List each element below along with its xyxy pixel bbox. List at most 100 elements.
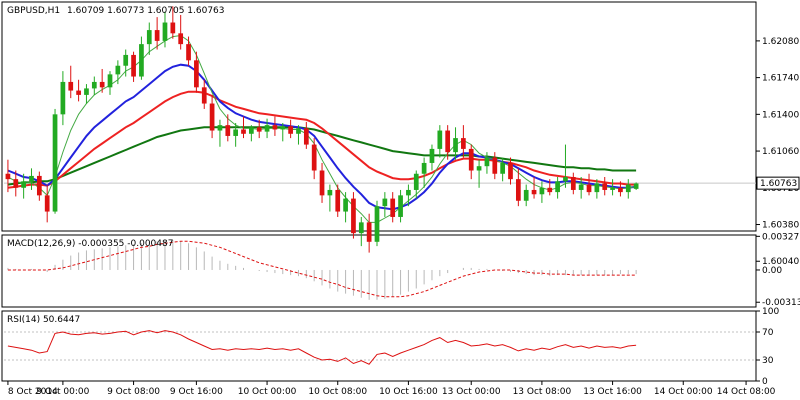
- candle-body: [233, 129, 239, 136]
- candle-body: [60, 81, 66, 115]
- candle-body: [162, 22, 168, 41]
- candle-body: [515, 179, 521, 201]
- candle-body: [217, 125, 223, 131]
- candle-body: [303, 128, 309, 145]
- candle-body: [288, 126, 293, 134]
- x-tick-label: 13 Oct 16:00: [583, 387, 642, 397]
- candle-body: [570, 176, 576, 190]
- candle-body: [335, 189, 341, 212]
- candle-body: [633, 183, 639, 189]
- ma-slow-line: [7, 90, 637, 189]
- candle-body: [131, 54, 136, 77]
- candle-body: [21, 181, 26, 188]
- candle-body: [429, 148, 435, 163]
- price-layer: [4, 6, 756, 253]
- candle-body: [594, 183, 600, 193]
- macd-layer: [7, 240, 637, 300]
- x-tick-label: 9 Oct 00:00: [36, 387, 89, 397]
- candle-body: [413, 173, 419, 190]
- macd-y-tick-label: -0.003137: [762, 298, 800, 308]
- candle-body: [99, 81, 105, 88]
- rsi-line: [7, 330, 637, 365]
- price-y-tick-label: 1.60380: [762, 221, 799, 231]
- candle-body: [249, 127, 254, 134]
- candle-body: [358, 222, 364, 234]
- x-tick-label: 8 Oct 2014: [8, 387, 58, 397]
- candle-body: [625, 184, 631, 193]
- candle-body: [209, 103, 215, 131]
- candle-body: [194, 60, 199, 88]
- candle-body: [578, 184, 584, 190]
- macd-y-tick-label: 0.00: [762, 266, 782, 276]
- candle-body: [437, 130, 443, 149]
- candle-body: [508, 162, 513, 180]
- candle-body: [107, 74, 113, 88]
- x-tick-label: 10 Oct 00:00: [238, 387, 297, 397]
- candle-body: [272, 125, 278, 130]
- rsi-panel-label: RSI(14) 50.6447: [7, 315, 80, 325]
- candle-body: [154, 30, 160, 41]
- candle-body: [398, 195, 403, 217]
- candle-body: [319, 170, 325, 196]
- candle-body: [382, 198, 388, 207]
- x-tick-label: 13 Oct 08:00: [513, 387, 572, 397]
- candle-body: [406, 189, 411, 196]
- candle-body: [547, 187, 553, 193]
- candle-body: [225, 125, 231, 136]
- candle-body: [461, 138, 466, 149]
- candle-body: [76, 90, 81, 95]
- candle-body: [264, 125, 270, 132]
- candle-body: [610, 187, 615, 190]
- candle-body: [366, 222, 372, 242]
- rsi-layer: [4, 330, 756, 365]
- candle-body: [68, 81, 74, 91]
- x-tick-label: 14 Oct 08:00: [717, 387, 776, 397]
- candle-body: [563, 176, 568, 182]
- price-y-tick-label: 1.62080: [762, 37, 799, 47]
- candle-body: [484, 157, 490, 167]
- ma-fast-line: [7, 34, 637, 223]
- candle-body: [523, 189, 529, 201]
- macd-y-tick-label: 0.003271: [762, 232, 800, 242]
- price-y-tick-label: 1.61740: [762, 74, 799, 84]
- candle-body: [555, 181, 560, 193]
- candle-body: [390, 198, 396, 217]
- x-tick-label: 14 Oct 00:00: [654, 387, 713, 397]
- price-y-tick-label: 1.61400: [762, 110, 799, 120]
- candle-body: [602, 183, 608, 190]
- x-tick-label: 10 Oct 08:00: [308, 387, 367, 397]
- candle-body: [586, 184, 592, 193]
- candle-body: [476, 166, 482, 171]
- candle-body: [84, 88, 89, 95]
- candle-body: [343, 198, 348, 212]
- rsi-y-tick-label: 30: [762, 356, 774, 366]
- macd-panel-label: MACD(12,26,9) -0.000355 -0.000487: [7, 239, 173, 249]
- candle-body: [296, 128, 301, 134]
- candle-body: [453, 138, 458, 153]
- candle-body: [36, 175, 42, 196]
- rsi-panel-frame: [1, 310, 757, 382]
- candle-body: [44, 195, 50, 212]
- candle-body: [256, 127, 262, 132]
- ma-mid-line: [7, 63, 637, 211]
- candle-body: [539, 187, 545, 195]
- rsi-y-tick-label: 100: [762, 307, 779, 317]
- candle-body: [52, 114, 58, 212]
- price-panel-title: GBPUSD,H1 1.60709 1.60773 1.60705 1.6076…: [7, 6, 225, 16]
- candle-body: [123, 54, 129, 66]
- candle-body: [374, 206, 380, 242]
- candle-body: [327, 189, 333, 196]
- x-tick-label: 13 Oct 00:00: [442, 387, 501, 397]
- x-tick-label: 10 Oct 16:00: [379, 387, 438, 397]
- candle-body: [29, 175, 34, 182]
- candle-body: [311, 144, 317, 171]
- candle-body: [5, 173, 11, 180]
- axis-layer: 1.620801.617401.614001.610601.607201.603…: [7, 37, 800, 397]
- candle-body: [178, 33, 184, 45]
- x-tick-label: 9 Oct 16:00: [170, 387, 223, 397]
- candle-body: [139, 44, 144, 77]
- current-price-box: [756, 176, 800, 190]
- candle-body: [13, 179, 19, 188]
- ma-long-line: [7, 126, 637, 186]
